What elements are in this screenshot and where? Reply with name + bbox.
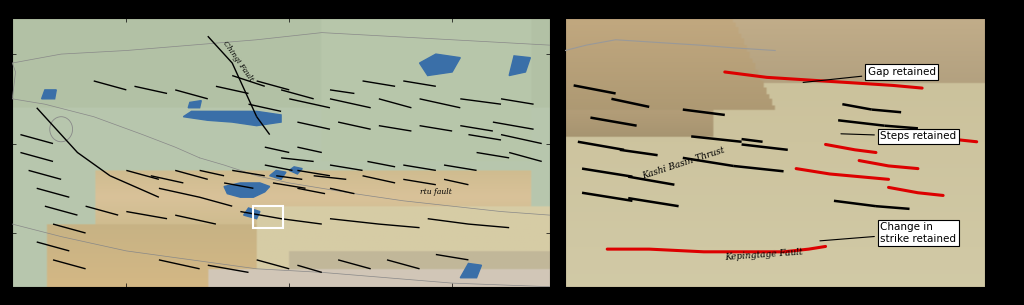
Polygon shape (244, 208, 260, 219)
Text: Steps retained: Steps retained (841, 131, 956, 142)
Polygon shape (269, 170, 286, 179)
Bar (253, 206, 283, 228)
Polygon shape (420, 54, 461, 76)
Polygon shape (289, 167, 302, 174)
Polygon shape (42, 90, 56, 99)
Text: Gap retained: Gap retained (803, 67, 936, 82)
Text: rtu fault: rtu fault (420, 188, 452, 196)
Text: Change in
strike retained: Change in strike retained (820, 222, 956, 244)
Text: Kashi Basin Thrust: Kashi Basin Thrust (641, 146, 726, 181)
Polygon shape (183, 111, 281, 126)
Text: Kepingtage Fault: Kepingtage Fault (725, 247, 804, 262)
Polygon shape (509, 56, 530, 76)
Polygon shape (188, 101, 202, 108)
Polygon shape (461, 264, 481, 278)
Text: Chingi Fault: Chingi Fault (221, 39, 255, 83)
Polygon shape (224, 183, 269, 197)
